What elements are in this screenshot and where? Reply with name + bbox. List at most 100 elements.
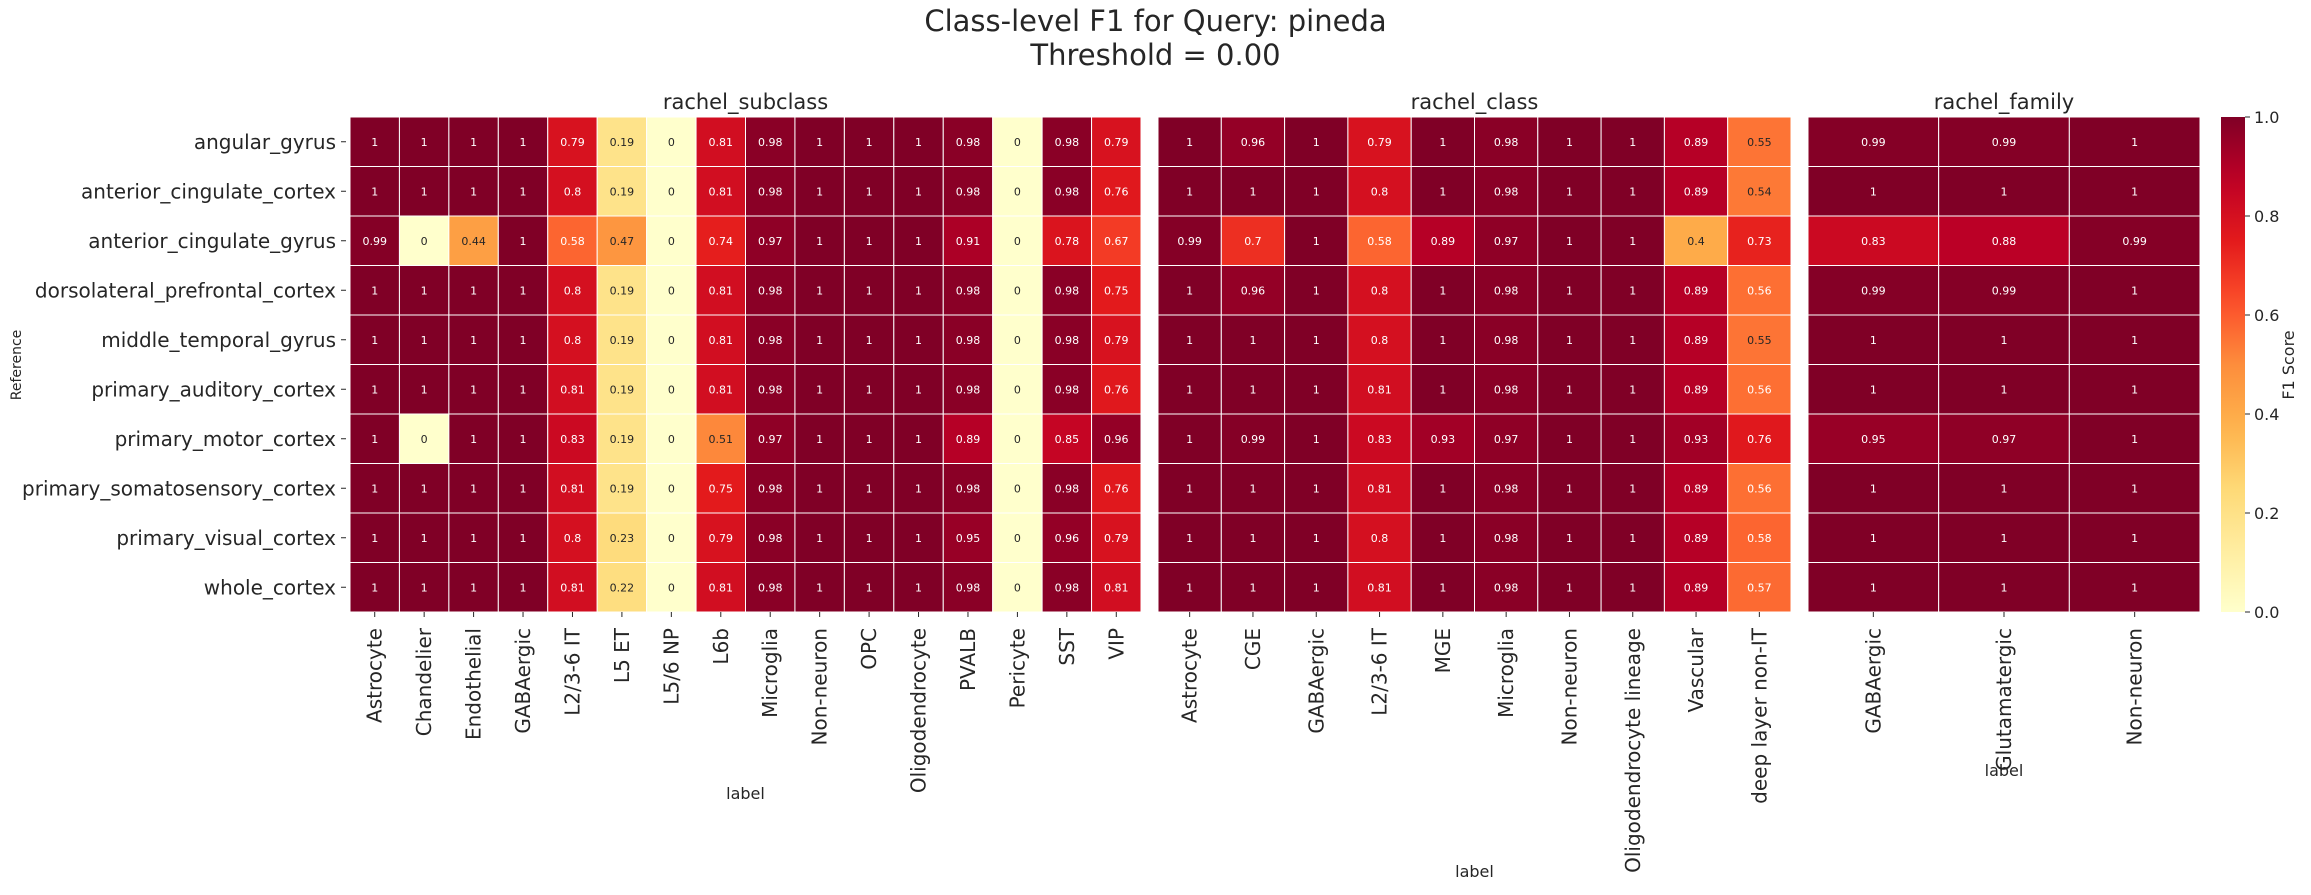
colorbar-label: F1 Score: [2279, 330, 2298, 399]
cell-value-label: 0.75: [1104, 284, 1129, 297]
cell-value-label: 1: [2001, 581, 2008, 594]
heatmap-cell: [1727, 215, 1792, 266]
panel-title: rachel_subclass: [663, 90, 828, 115]
heatmap-cell: [398, 512, 450, 563]
cell-value-label: 1: [1566, 334, 1573, 347]
heatmap-cell: [1347, 215, 1412, 266]
cell-value-label: 1: [1629, 284, 1636, 297]
cell-value-label: 0.8: [564, 532, 582, 545]
cell-value-label: 1: [1313, 334, 1320, 347]
cell-value-label: 0.79: [560, 136, 585, 149]
cell-value-label: 1: [1439, 334, 1446, 347]
cell-value-label: 0: [668, 581, 675, 594]
heatmap-cell: [992, 265, 1043, 316]
cell-value-label: 1: [1629, 482, 1636, 495]
heatmap-cell: [2068, 314, 2201, 365]
heatmap-cell: [1157, 116, 1222, 167]
cell-value-label: 0.98: [1494, 136, 1519, 149]
cell-value-label: 1: [866, 235, 873, 248]
cell-value-label: 1: [2131, 532, 2138, 545]
cell-value-label: 1: [1313, 482, 1320, 495]
cell-value-label: 1: [470, 482, 477, 495]
heatmap-cell: [646, 562, 697, 613]
cell-value-label: 1: [371, 433, 378, 446]
cell-value-label: 1: [816, 383, 823, 396]
cell-value-label: 1: [1439, 482, 1446, 495]
cell-value-label: 0.79: [1104, 334, 1129, 347]
cell-value-label: 1: [2131, 334, 2138, 347]
cell-value-label: 1: [866, 532, 873, 545]
cell-value-label: 0.78: [1055, 235, 1080, 248]
heatmap-cell: [646, 116, 697, 167]
column-label: L2/3-6 IT: [560, 627, 584, 716]
cell-value-label: 1: [1566, 433, 1573, 446]
cell-value-label: 0: [668, 235, 675, 248]
heatmap-cell: [1474, 463, 1539, 514]
heatmap-cell: [646, 265, 697, 316]
heatmap-cell: [596, 562, 648, 613]
cell-value-label: 0.98: [1494, 334, 1519, 347]
cell-value-label: 0.89: [1684, 532, 1709, 545]
heatmap-cell: [1807, 265, 1940, 316]
cell-value-label: 0.89: [1684, 284, 1709, 297]
cell-value-label: 1: [421, 482, 428, 495]
cell-value-label: 0.79: [709, 532, 734, 545]
heatmap-cell: [695, 364, 746, 415]
heatmap-cell: [596, 512, 648, 563]
cell-value-label: 0.98: [1055, 284, 1080, 297]
cell-value-label: 0.98: [1055, 334, 1080, 347]
cell-value-label: 0: [1014, 581, 1021, 594]
heatmap-cell: [1091, 512, 1142, 563]
heatmap-cell: [1091, 364, 1142, 415]
cell-value-label: 0.83: [560, 433, 585, 446]
cell-value-label: 1: [1566, 482, 1573, 495]
cell-value-label: 1: [1566, 581, 1573, 594]
cell-value-label: 0.8: [1371, 334, 1389, 347]
cell-value-label: 0.89: [1684, 136, 1709, 149]
cell-value-label: 1: [2001, 334, 2008, 347]
heatmap-cell: [1537, 463, 1602, 514]
cell-value-label: 1: [915, 581, 922, 594]
cell-value-label: 1: [866, 433, 873, 446]
cell-value-label: 1: [915, 334, 922, 347]
cell-value-label: 1: [816, 482, 823, 495]
cell-value-label: 0.98: [758, 284, 783, 297]
column-label: Non-neuron: [1557, 628, 1581, 745]
cell-value-label: 1: [2131, 185, 2138, 198]
heatmap-cell: [1474, 166, 1539, 217]
cell-value-label: 0.98: [758, 581, 783, 594]
cell-value-label: 0: [1014, 334, 1021, 347]
heatmap-cell: [1284, 364, 1349, 415]
cell-value-label: 1: [1249, 532, 1256, 545]
cell-value-label: 0.96: [1241, 136, 1266, 149]
heatmap-cell: [1807, 364, 1940, 415]
cell-value-label: 0.98: [1055, 581, 1080, 594]
cell-value-label: 1: [1629, 433, 1636, 446]
heatmap-cell: [1537, 364, 1602, 415]
cell-value-label: 1: [520, 581, 527, 594]
cell-value-label: 0.97: [1494, 433, 1519, 446]
row-label: dorsolateral_prefrontal_cortex: [35, 278, 336, 302]
heatmap-cell: [448, 562, 499, 613]
heatmap-cell: [1157, 215, 1222, 266]
cell-value-label: 1: [421, 284, 428, 297]
cell-value-label: 0.81: [709, 136, 734, 149]
column-label: MGE: [1431, 628, 1455, 673]
heatmap-cell: [1807, 512, 1940, 563]
colorbar: [2221, 117, 2245, 612]
cell-value-label: 1: [371, 482, 378, 495]
heatmap-cell: [843, 512, 895, 563]
cell-value-label: 0.81: [709, 284, 734, 297]
cell-value-label: 1: [1566, 235, 1573, 248]
cell-value-label: 1: [1566, 383, 1573, 396]
heatmap-cell: [596, 314, 648, 365]
heatmap-cell: [843, 562, 895, 613]
heatmap-cell: [1347, 512, 1412, 563]
cell-value-label: 1: [1186, 284, 1193, 297]
heatmap-cell: [843, 265, 895, 316]
cell-value-label: 1: [915, 136, 922, 149]
heatmap-cell: [745, 314, 796, 365]
cell-value-label: 0.99: [1992, 136, 2017, 149]
heatmap-cell: [1600, 314, 1665, 365]
heatmap-cell: [497, 413, 549, 464]
